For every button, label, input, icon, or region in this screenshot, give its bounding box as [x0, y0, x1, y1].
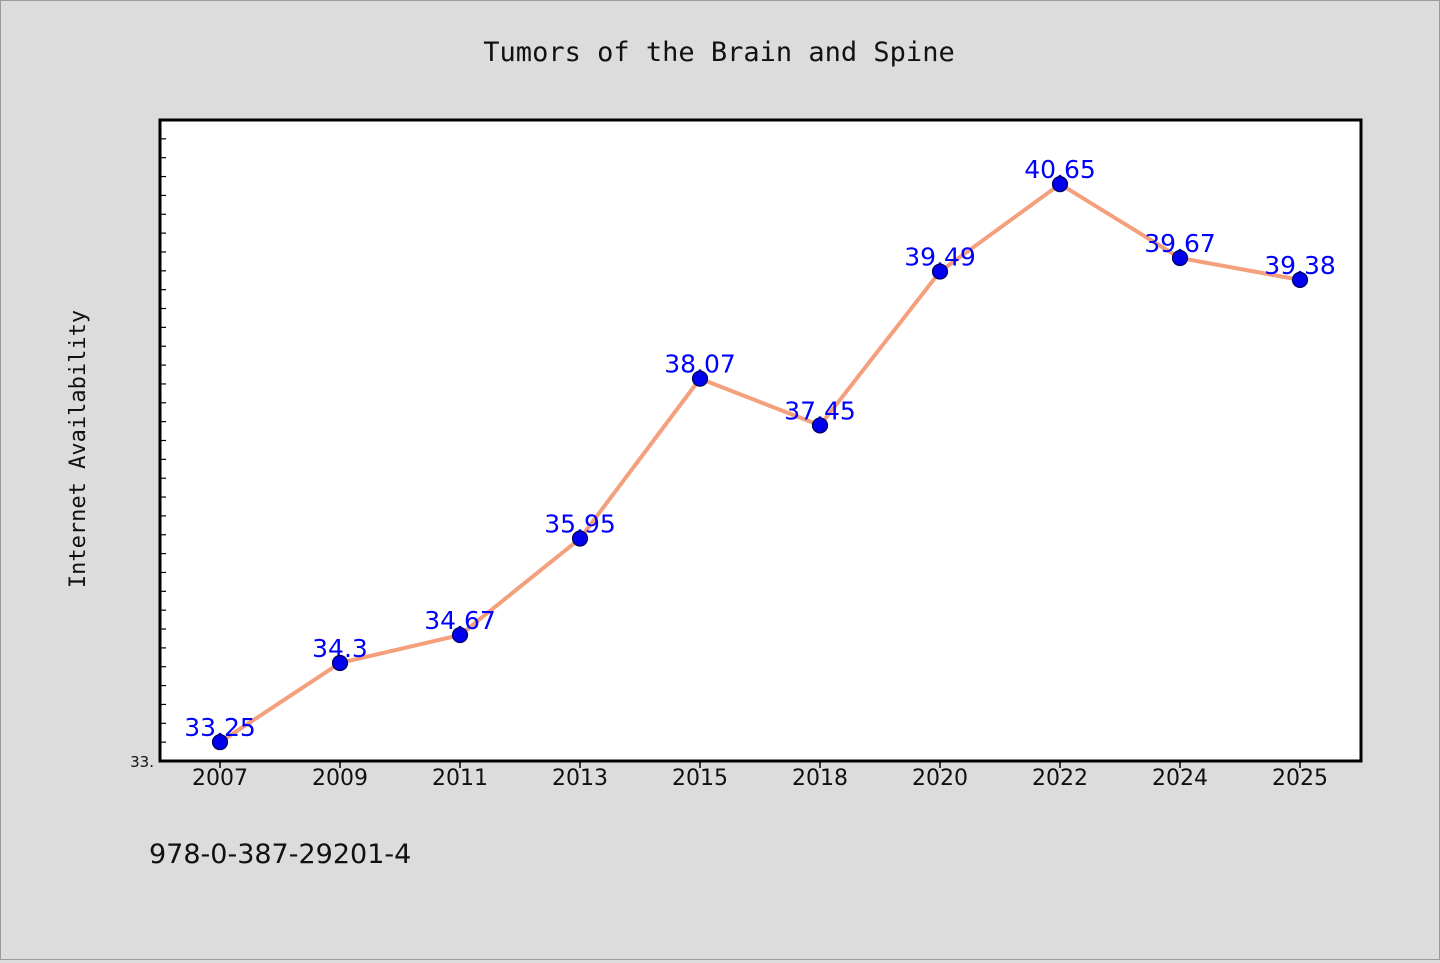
data-point-marker: [211, 734, 229, 751]
data-point-marker: [1171, 249, 1189, 267]
x-tick-label: 2020: [912, 766, 968, 791]
x-tick-label: 2007: [192, 766, 248, 791]
x-tick-label: 2025: [1272, 766, 1328, 791]
y-axis-label: Internet Availability: [66, 310, 91, 588]
data-point-marker: [331, 654, 349, 672]
x-tick-label: 2015: [672, 766, 728, 791]
series-line: [218, 182, 1302, 745]
x-tick-label: 2018: [792, 766, 848, 791]
x-axis-tick-labels: 2007 2009 2011 2013 2015 2018 2020 2022 2024 2025: [192, 766, 1328, 791]
data-point-marker: [571, 530, 589, 547]
data-point-marker: [931, 263, 949, 280]
data-point-marker: [811, 417, 829, 434]
x-axis-ticks: [219, 761, 1301, 768]
isbn-footer: 978-0-387-29201-4: [149, 839, 411, 870]
data-point-marker: [1291, 271, 1309, 288]
x-tick-label: 2024: [1152, 766, 1208, 791]
y-axis-ticks: [160, 138, 166, 743]
data-point-marker: [451, 626, 469, 644]
x-tick-label: 2022: [1032, 766, 1088, 791]
plot-area: [158, 118, 1363, 763]
data-point-marker: [691, 370, 709, 387]
series-line-group: [218, 182, 1302, 745]
data-markers: [211, 176, 1309, 751]
x-tick-label: 2013: [552, 766, 608, 791]
chart-title: Tumors of the Brain and Spine: [483, 37, 954, 68]
x-tick-label: 2009: [312, 766, 368, 791]
x-tick-label: 2011: [432, 766, 488, 791]
y-axis-min-label: 33.: [130, 753, 154, 771]
data-point-marker: [1051, 176, 1069, 193]
